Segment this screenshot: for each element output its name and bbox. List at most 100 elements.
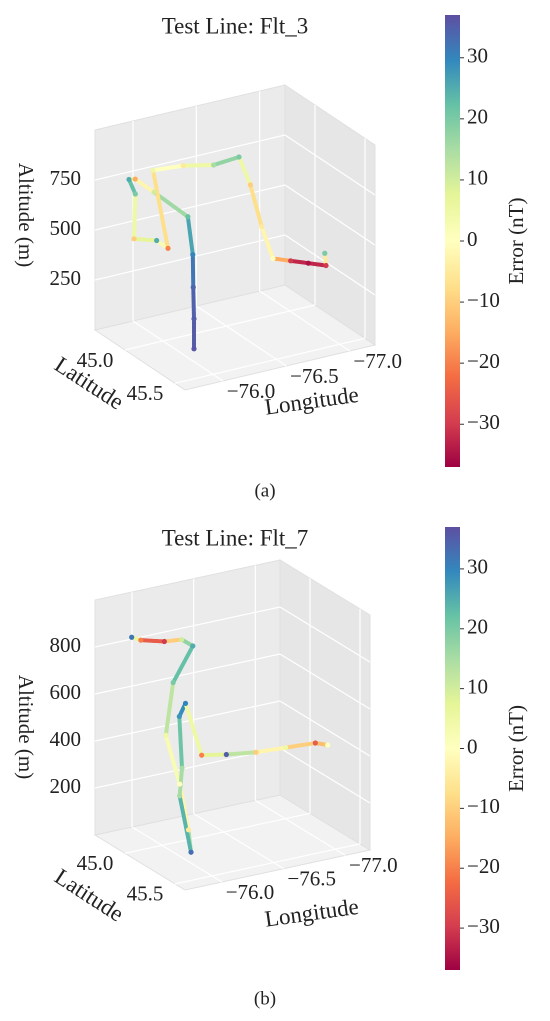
track-segment — [132, 236, 159, 243]
track-segment — [254, 745, 288, 755]
track-point — [180, 163, 186, 169]
grid-line — [284, 184, 376, 246]
track-point — [223, 751, 229, 758]
z-tick-label: 400 — [50, 727, 82, 751]
track-point — [270, 255, 276, 262]
colorbar-tick-label: −30 — [467, 914, 500, 938]
colorbar-tick-label: 0 — [467, 227, 478, 251]
track-point — [259, 224, 265, 230]
track-point — [322, 250, 328, 256]
grid-line — [132, 320, 224, 382]
track-segment — [163, 733, 182, 787]
y-tick-label: 45.5 — [127, 381, 164, 405]
grid-line — [279, 700, 371, 757]
x-axis-label: Longitude — [263, 894, 360, 932]
colorbar-tick-label: −10 — [467, 288, 500, 312]
track-segment — [151, 168, 170, 251]
grid-line — [284, 134, 376, 196]
track-point — [190, 643, 196, 649]
track-point — [132, 176, 138, 182]
chart-title: Test Line: Flt_7 — [162, 525, 309, 550]
colorbar-tick-label: −20 — [467, 349, 500, 373]
colorbar-tick-label: 10 — [467, 674, 488, 698]
caption: (b) — [254, 988, 276, 1009]
track-point — [211, 162, 217, 168]
track-point — [131, 236, 137, 242]
track-segment — [177, 714, 184, 771]
track-segment — [248, 182, 264, 229]
colorbar-tick-label: −30 — [467, 410, 500, 434]
track-point — [305, 260, 311, 266]
track-point — [185, 214, 191, 220]
track-segment — [127, 177, 138, 196]
colorbar-tick-label: 10 — [467, 166, 488, 190]
grid-line — [174, 337, 366, 384]
track-point — [154, 237, 160, 244]
track-point — [163, 732, 169, 738]
grid-line — [284, 234, 376, 296]
grid-line — [94, 606, 281, 648]
x-tick-label: −77.0 — [353, 349, 402, 373]
chart-title: Test Line: Flt_3 — [162, 13, 309, 38]
track-segment — [237, 155, 253, 187]
track-point — [126, 176, 132, 183]
track-point — [165, 245, 171, 251]
track-segment — [183, 701, 204, 758]
track-point — [312, 740, 318, 746]
colorbar — [445, 527, 460, 970]
track-segment — [177, 793, 194, 855]
track-point — [179, 636, 185, 643]
track-segment — [306, 261, 328, 268]
grid-line — [94, 700, 281, 742]
grid-line — [94, 134, 286, 181]
track-segment — [171, 643, 195, 685]
colorbar-tick-label: −10 — [467, 794, 500, 818]
track-segment — [132, 192, 138, 241]
grid-line — [131, 826, 223, 883]
track-point — [151, 189, 157, 195]
x-axis-label: Longitude — [263, 382, 360, 420]
track-segment — [138, 638, 167, 644]
x-tick-label: −76.5 — [290, 364, 339, 388]
caption: (a) — [254, 480, 275, 501]
back-pane — [94, 559, 281, 836]
z-axis-label: Altitude (m) — [14, 675, 38, 779]
track-segment — [162, 637, 184, 644]
track-point — [288, 258, 294, 264]
z-tick-label: 600 — [50, 680, 82, 704]
track-segment — [163, 680, 176, 738]
track-point — [253, 749, 259, 755]
track-segment — [181, 163, 216, 168]
track-point — [247, 182, 253, 188]
track-point — [283, 745, 289, 751]
colorbar-tick-label: 0 — [467, 734, 478, 758]
track-point — [150, 167, 156, 173]
track-segment — [211, 155, 241, 167]
track-segment — [185, 214, 195, 257]
grid-line — [94, 653, 281, 695]
colorbar-tick-label: 30 — [467, 44, 488, 68]
colorbar — [445, 15, 460, 467]
z-tick-label: 200 — [50, 774, 82, 798]
x-tick-label: −76.5 — [287, 866, 336, 890]
track-segment — [199, 752, 229, 758]
track-segment — [288, 258, 311, 266]
y-tick-label: 45.5 — [127, 882, 164, 906]
track-point — [161, 638, 167, 645]
grid-line — [193, 813, 284, 870]
track-point — [179, 765, 185, 771]
y-tick-label: 45.0 — [77, 851, 114, 875]
track-point — [176, 713, 182, 720]
track-segment — [133, 177, 156, 195]
y-tick-label: 45.0 — [77, 348, 114, 372]
grid-line — [124, 304, 316, 351]
track-segment — [259, 224, 275, 261]
grid-line — [174, 843, 361, 885]
colorbar-tick-label: 30 — [467, 555, 488, 579]
track-point — [177, 793, 183, 799]
x-tick-label: −76.0 — [226, 880, 275, 904]
grid-line — [94, 234, 286, 281]
side-pane — [279, 559, 371, 851]
colorbar-tick-label: 20 — [467, 615, 488, 639]
